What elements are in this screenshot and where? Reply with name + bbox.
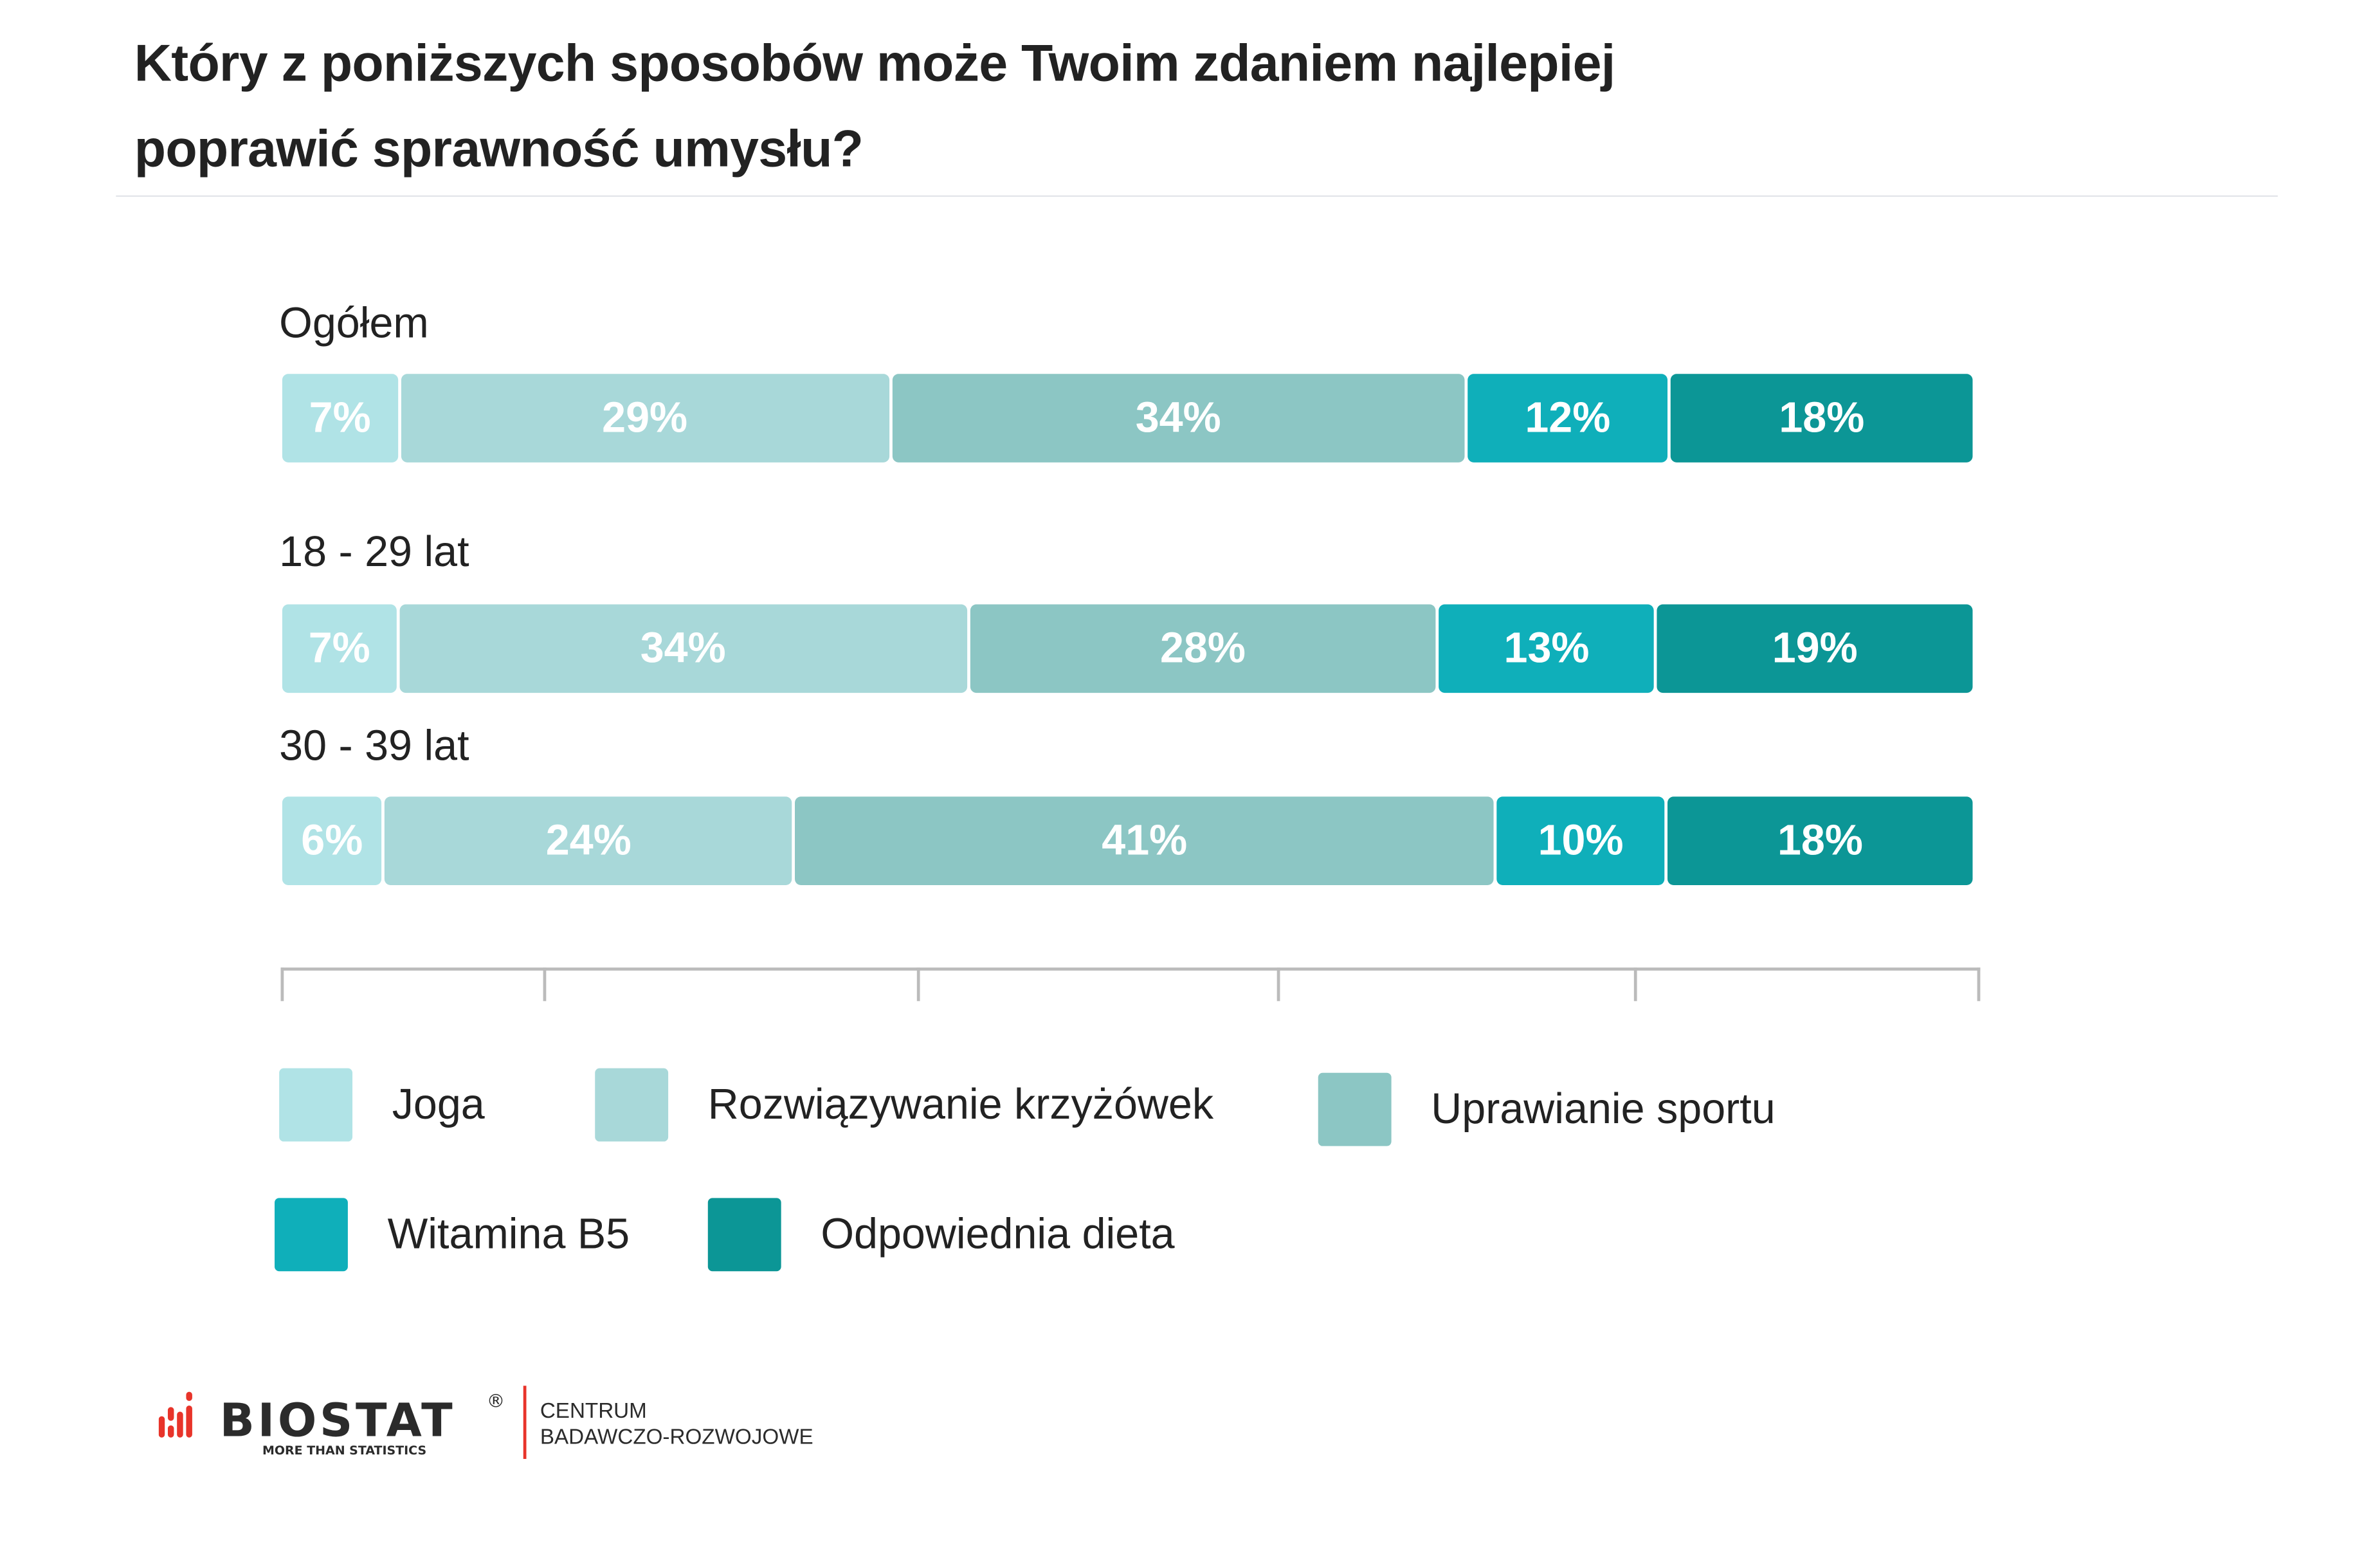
bar-segment: 18% [1671,374,1973,463]
bar-segment: 6% [282,796,382,885]
legend-item: Uprawianie sportu [1318,1072,1776,1146]
legend-swatch [279,1068,353,1142]
stacked-bar: 7% 34% 28% 13% 19% [282,604,1976,693]
bar-segment: 34% [399,604,967,693]
svg-text:BIOSTAT: BIOSTAT [220,1393,456,1447]
bar-segment: 34% [891,374,1465,463]
stacked-bar: 7% 29% 34% 12% 18% [282,374,1976,463]
bar-segment: 7% [282,374,398,463]
stacked-bar: 6% 24% 41% 10% 18% [282,796,1976,885]
legend-label: Witamina B5 [387,1210,630,1258]
data-label: 24% [545,816,631,864]
legend-swatch [707,1198,781,1272]
data-label: 18% [1779,394,1865,441]
axis-tick [1977,967,1981,1002]
bar-segment: 28% [969,604,1437,693]
title-divider [116,195,2278,197]
biostat-logo-graphic: BIOSTAT MORE THAN STATISTICS ® CENTRUM B… [158,1386,813,1460]
category-label: 18 - 29 lat [279,527,469,576]
axis-tick [916,967,920,1002]
bar-segment: 41% [795,796,1494,885]
bar-segment: 10% [1496,796,1665,885]
data-label: 7% [309,394,371,441]
category-label: 30 - 39 lat [279,722,469,769]
legend-label: Odpowiednia dieta [821,1210,1175,1258]
legend-swatch [1318,1072,1392,1146]
svg-text:BADAWCZO-ROZWOJOWE: BADAWCZO-ROZWOJOWE [540,1425,813,1449]
bar-segment: 24% [385,796,793,885]
data-label: 12% [1525,394,1611,441]
bar-segment: 12% [1467,374,1668,463]
data-label: 34% [1135,394,1221,441]
legend-item: Joga [279,1068,485,1142]
data-label: 19% [1772,624,1858,672]
axis-tick [1276,967,1280,1002]
bar-segment: 13% [1439,604,1655,693]
legend-label: Uprawianie sportu [1431,1085,1776,1133]
bar-segment: 7% [282,604,397,693]
svg-text:®: ® [487,1390,505,1411]
biostat-logo: BIOSTAT MORE THAN STATISTICS ® CENTRUM B… [158,1386,860,1472]
bar-segment: 19% [1657,604,1973,693]
data-label: 29% [602,394,688,441]
data-label: 7% [308,624,370,672]
axis-tick [1633,967,1637,1002]
chart-title: Który z poniższych sposobów może Twoim z… [134,21,1615,192]
data-label: 18% [1777,816,1863,864]
data-label: 34% [640,624,726,672]
data-label: 41% [1102,816,1188,864]
title-line-2: poprawić sprawność umysłu? [134,120,864,179]
title-line-1: Który z poniższych sposobów może Twoim z… [134,35,1615,93]
axis-tick [280,967,284,1002]
legend-swatch [595,1068,669,1142]
svg-text:CENTRUM: CENTRUM [540,1399,647,1423]
data-label: 10% [1538,816,1624,864]
legend-swatch [275,1198,348,1272]
bar-segment: 29% [401,374,889,463]
svg-text:MORE THAN STATISTICS: MORE THAN STATISTICS [262,1443,426,1458]
legend-item: Odpowiednia dieta [707,1198,1175,1272]
data-label: 28% [1160,624,1246,672]
axis-tick [543,967,547,1002]
data-label: 6% [301,816,363,864]
legend-item: Rozwiązywanie krzyżówek [595,1068,1213,1142]
bar-segment: 18% [1667,796,1973,885]
data-label: 13% [1503,624,1590,672]
x-axis [280,967,1981,971]
legend-item: Witamina B5 [275,1198,630,1272]
legend-label: Rozwiązywanie krzyżówek [707,1080,1214,1128]
legend-label: Joga [392,1080,485,1128]
category-label: Ogółem [279,298,429,347]
